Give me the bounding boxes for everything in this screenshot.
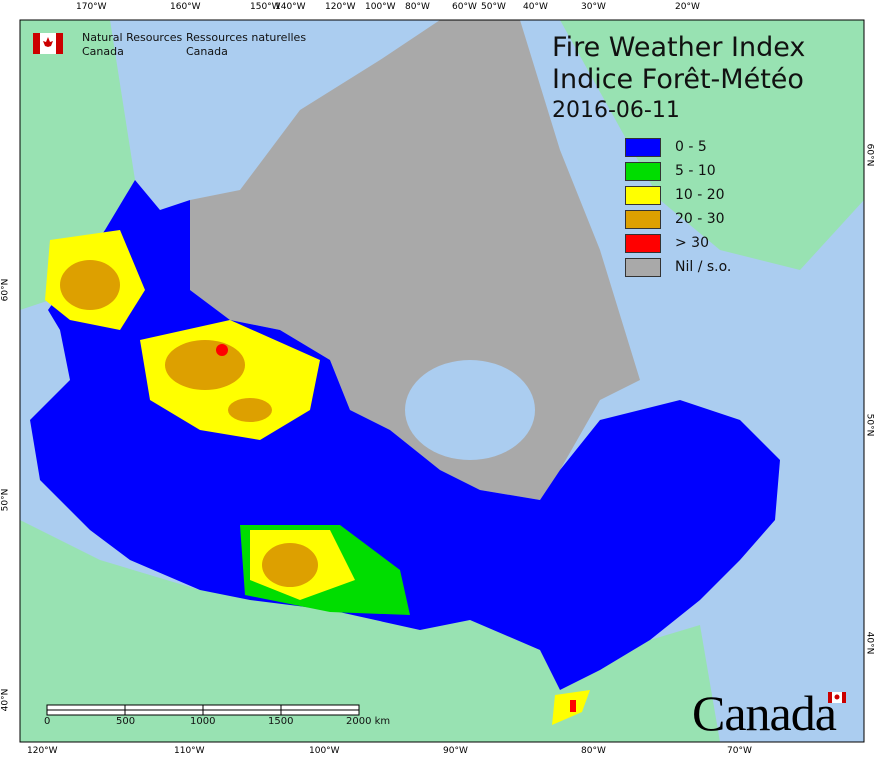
fwi-patch-ontario-red	[570, 700, 576, 712]
legend-item: 20 - 30	[625, 207, 731, 231]
legend-item: 0 - 5	[625, 135, 731, 159]
lon-tick: 80°W	[581, 746, 606, 756]
greenland	[560, 20, 864, 270]
legend-swatch	[625, 185, 661, 205]
scale-label: 500	[116, 716, 136, 727]
canada-fwi-low	[30, 180, 780, 690]
org-name-en: Natural Resources Canada	[82, 31, 182, 59]
org-en-line2: Canada	[82, 45, 124, 58]
lon-tick: 40°W	[523, 2, 548, 12]
legend-item: Nil / s.o.	[625, 255, 731, 279]
scale-label: 1000	[190, 716, 216, 727]
canada-flag-wordmark	[828, 692, 846, 703]
scale-label: 0	[44, 716, 51, 727]
fwi-patch-bc-orange	[60, 260, 120, 310]
legend-item: > 30	[625, 231, 731, 255]
lon-tick: 100°W	[365, 2, 396, 12]
legend: 0 - 5 5 - 10 10 - 20 20 - 30 > 30 Nil / …	[625, 135, 731, 279]
legend-swatch	[625, 233, 661, 253]
org-fr-line2: Canada	[186, 45, 228, 58]
scale-label: 2000 km	[346, 716, 391, 727]
lon-tick: 30°W	[581, 2, 606, 12]
lon-tick: 80°W	[405, 2, 430, 12]
fwi-patch-nwt-orange2	[228, 398, 272, 422]
lon-tick: 140°W	[275, 2, 306, 12]
legend-label: 5 - 10	[675, 163, 716, 179]
alaska	[20, 20, 135, 310]
lon-tick: 150°W	[250, 2, 281, 12]
lon-tick: 110°W	[174, 746, 205, 756]
org-en-line1: Natural Resources	[82, 31, 183, 44]
org-fr-line1: Ressources naturelles	[186, 31, 307, 44]
lon-tick: 60°W	[452, 2, 477, 12]
legend-item: 5 - 10	[625, 159, 731, 183]
org-name-fr: Ressources naturelles Canada	[186, 31, 306, 59]
lon-tick: 170°W	[76, 2, 107, 12]
scale-bar	[46, 704, 360, 716]
lat-tick: 60°N	[864, 143, 875, 167]
legend-swatch	[625, 137, 661, 157]
canada-wordmark: Canada	[692, 685, 837, 741]
lat-tick: 50°N	[0, 488, 11, 512]
legend-label: 0 - 5	[675, 139, 707, 155]
legend-item: 10 - 20	[625, 183, 731, 207]
title-en: Fire Weather Index	[552, 32, 806, 63]
lon-tick: 120°W	[27, 746, 58, 756]
lon-tick: 50°W	[481, 2, 506, 12]
lat-tick: 40°N	[864, 631, 875, 655]
lon-tick: 20°W	[675, 2, 700, 12]
lon-tick: 120°W	[325, 2, 356, 12]
legend-label: 10 - 20	[675, 187, 725, 203]
fwi-patch-nwt-orange	[165, 340, 245, 390]
map-title: Fire Weather Index Indice Forêt-Météo	[552, 32, 805, 96]
title-fr: Indice Forêt-Météo	[552, 64, 804, 95]
legend-swatch	[625, 257, 661, 277]
lat-tick: 60°N	[0, 278, 11, 302]
united-states	[20, 520, 720, 742]
lon-tick: 70°W	[727, 746, 752, 756]
lon-tick: 100°W	[309, 746, 340, 756]
lat-tick: 40°N	[0, 688, 11, 712]
fwi-patch-prairie-orange	[262, 543, 318, 587]
legend-swatch	[625, 161, 661, 181]
legend-label: > 30	[675, 235, 709, 251]
legend-label: Nil / s.o.	[675, 259, 732, 275]
lon-tick: 90°W	[443, 746, 468, 756]
fwi-patch-nwt-red	[216, 344, 228, 356]
lat-tick: 50°N	[864, 413, 875, 437]
arctic-nodata	[190, 20, 640, 500]
legend-swatch	[625, 209, 661, 229]
map-date: 2016-06-11	[552, 98, 680, 123]
scale-label: 1500	[268, 716, 294, 727]
canada-flag-small	[33, 33, 63, 54]
legend-label: 20 - 30	[675, 211, 725, 227]
lon-tick: 160°W	[170, 2, 201, 12]
hudson-bay	[405, 360, 535, 460]
